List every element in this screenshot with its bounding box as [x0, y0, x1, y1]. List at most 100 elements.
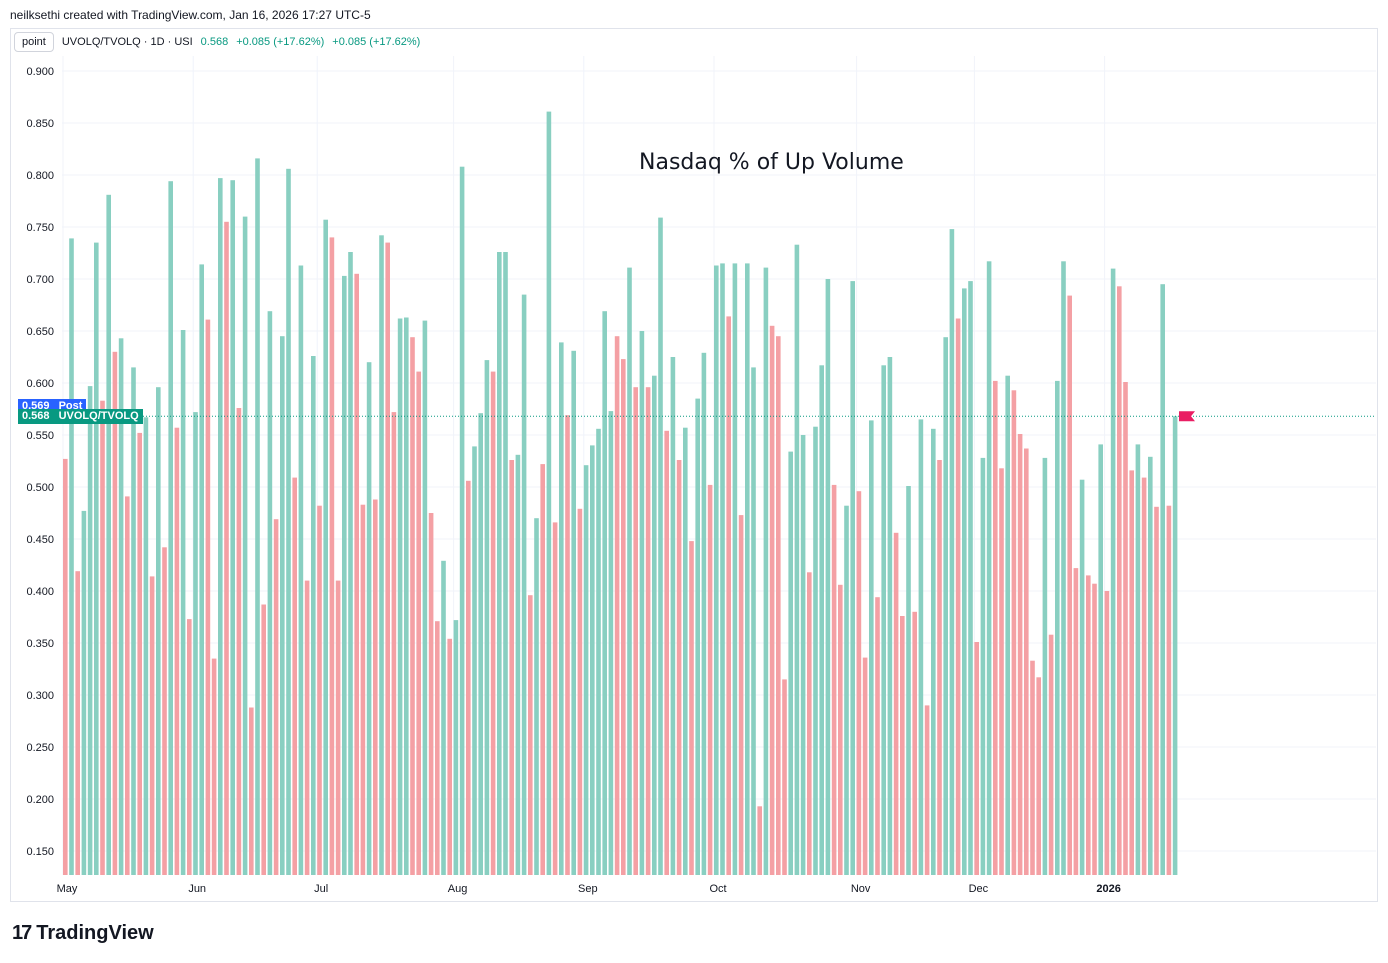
chart-type-button[interactable]: point [14, 32, 54, 52]
bar [831, 484, 837, 875]
bar [267, 311, 273, 875]
bar [180, 330, 186, 875]
bar [583, 465, 589, 875]
bar [435, 621, 440, 875]
bar [955, 318, 961, 875]
bar [521, 294, 527, 876]
bar [311, 356, 316, 875]
y-tick-label: 0.900 [26, 66, 54, 78]
x-tick-label: 2026 [1096, 883, 1120, 895]
bar [918, 419, 924, 875]
bar [1005, 375, 1010, 875]
bar [807, 572, 812, 875]
bar [81, 510, 87, 875]
bar [1011, 390, 1017, 875]
bar [980, 457, 986, 875]
bar [193, 412, 198, 875]
bar [695, 398, 700, 875]
bar [441, 560, 446, 875]
bar [869, 420, 874, 875]
bar [856, 491, 862, 875]
bar [931, 428, 936, 875]
x-tick-label: Sep [578, 883, 598, 895]
y-tick-label: 0.450 [26, 534, 54, 546]
bar [490, 371, 496, 875]
bar [354, 273, 359, 875]
bar [472, 446, 477, 875]
bar [187, 619, 192, 875]
bar [745, 263, 750, 875]
bar [149, 576, 155, 875]
bar [571, 350, 576, 875]
bar [565, 415, 570, 875]
bar [1117, 286, 1122, 875]
bar [100, 400, 105, 875]
bar [261, 604, 266, 875]
bar [131, 367, 136, 875]
y-tick-label: 0.150 [26, 846, 54, 858]
bar [416, 371, 421, 875]
x-tick-label: Jun [188, 883, 206, 895]
y-tick-label: 0.800 [26, 170, 54, 182]
bar [1061, 261, 1066, 875]
bar [1086, 575, 1091, 875]
bar [453, 620, 459, 875]
bar [912, 611, 917, 875]
bar [782, 679, 787, 875]
bar [366, 362, 372, 875]
chart-frame[interactable] [10, 28, 1378, 902]
bar [335, 580, 341, 875]
bar [1160, 284, 1165, 875]
bar [608, 411, 614, 875]
bar [410, 337, 415, 875]
y-tick-label: 0.850 [26, 118, 54, 130]
y-tick-label: 0.600 [26, 378, 54, 390]
bar [317, 505, 322, 875]
bar [1036, 677, 1041, 875]
y-tick-label: 0.350 [26, 638, 54, 650]
bar [1030, 660, 1035, 875]
bar [137, 432, 142, 875]
bar [1135, 444, 1141, 875]
bar [769, 325, 775, 875]
bar [273, 519, 279, 875]
bar [683, 427, 688, 875]
last-symbol: UVOLQ/TVOLQ [58, 410, 139, 423]
bar [94, 242, 99, 876]
symbol-label[interactable]: UVOLQ/TVOLQ · 1D · USI [61, 36, 193, 48]
bar [428, 513, 434, 875]
bar [844, 505, 849, 875]
bar [323, 219, 328, 875]
bar [993, 380, 998, 875]
bar [1104, 591, 1110, 875]
bar [1129, 470, 1134, 875]
y-tick-label: 0.700 [26, 274, 54, 286]
bar [118, 338, 124, 875]
bar [1172, 416, 1178, 875]
bar [125, 496, 130, 875]
last-price: 0.568 [200, 36, 229, 48]
bar [236, 408, 242, 875]
bar [329, 237, 335, 875]
bar [75, 571, 80, 875]
bar [298, 265, 304, 875]
bar [1148, 456, 1153, 875]
bar [1067, 295, 1072, 876]
tradingview-logo[interactable]: 17 TradingView [12, 922, 154, 945]
bar [621, 359, 626, 876]
bar [788, 451, 793, 875]
bar [292, 477, 297, 875]
brand-name: TradingView [36, 922, 154, 944]
bar [143, 417, 149, 875]
bar [404, 317, 409, 875]
bar [280, 336, 285, 875]
y-tick-label: 0.500 [26, 482, 54, 494]
legend: point UVOLQ/TVOLQ · 1D · USI 0.568 +0.08… [14, 32, 420, 52]
bar [633, 387, 638, 875]
bar [255, 158, 260, 875]
bar [379, 235, 384, 876]
bar [794, 244, 800, 875]
y-tick-label: 0.650 [26, 326, 54, 338]
bar [211, 658, 217, 875]
